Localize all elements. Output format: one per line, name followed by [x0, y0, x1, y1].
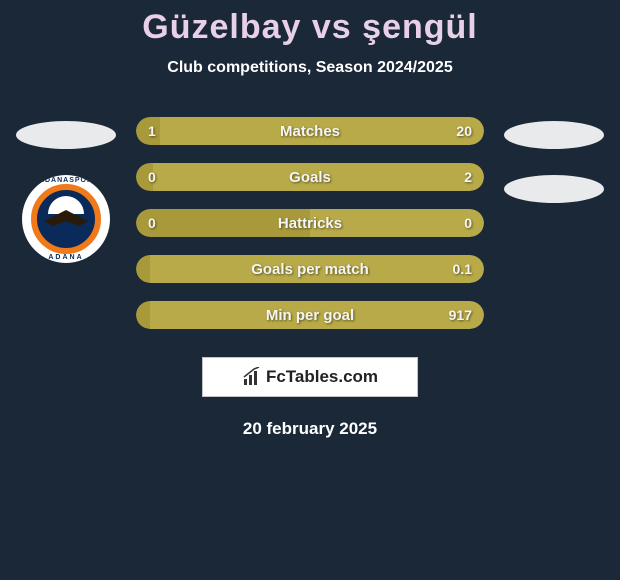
stat-value-right: 917 [449, 307, 472, 323]
stat-value-left: 0 [148, 169, 156, 185]
brand-text: FcTables.com [266, 367, 378, 387]
stat-value-right: 2 [464, 169, 472, 185]
subtitle: Club competitions, Season 2024/2025 [0, 59, 620, 77]
placeholder-oval [16, 121, 116, 149]
page-title: Güzelbay vs şengül [0, 8, 620, 47]
stat-seg-left [136, 301, 150, 329]
stat-label: Goals [289, 169, 331, 186]
stat-value-right: 0 [464, 215, 472, 231]
crest-inner [31, 184, 101, 254]
stat-label: Hattricks [278, 215, 342, 232]
stat-bar: Goals 0 2 [136, 163, 484, 191]
stat-label: Min per goal [266, 307, 354, 324]
team-crest: ADANASPOR ADANA [22, 175, 110, 263]
player1-name: Güzelbay [142, 8, 301, 46]
stat-label: Matches [280, 123, 340, 140]
stat-label: Goals per match [251, 261, 369, 278]
left-side-col: ADANASPOR ADANA [14, 117, 118, 263]
placeholder-oval [504, 121, 604, 149]
bottom-date: 20 february 2025 [0, 419, 620, 439]
crest-bottom-text: ADANA [22, 254, 110, 261]
placeholder-oval [504, 175, 604, 203]
brand-box[interactable]: FcTables.com [202, 357, 418, 397]
stat-bar: Matches 1 20 [136, 117, 484, 145]
main-comparison-row: ADANASPOR ADANA Matches 1 20 Goals 0 2 Hattric… [0, 117, 620, 329]
vs-text: vs [312, 8, 352, 46]
stat-bar: Min per goal 917 [136, 301, 484, 329]
stat-value-right: 20 [456, 123, 472, 139]
stat-seg-left [136, 255, 150, 283]
player2-name: şengül [362, 8, 478, 46]
stat-bar: Goals per match 0.1 [136, 255, 484, 283]
chart-icon [242, 367, 262, 387]
right-side-col [502, 117, 606, 203]
stat-value-right: 0.1 [453, 261, 472, 277]
crest-top-text: ADANASPOR [22, 177, 110, 184]
stat-bar: Hattricks 0 0 [136, 209, 484, 237]
stats-bars-column: Matches 1 20 Goals 0 2 Hattricks 0 0 Goals per ma… [136, 117, 484, 329]
stat-value-left: 1 [148, 123, 156, 139]
stat-value-left: 0 [148, 215, 156, 231]
